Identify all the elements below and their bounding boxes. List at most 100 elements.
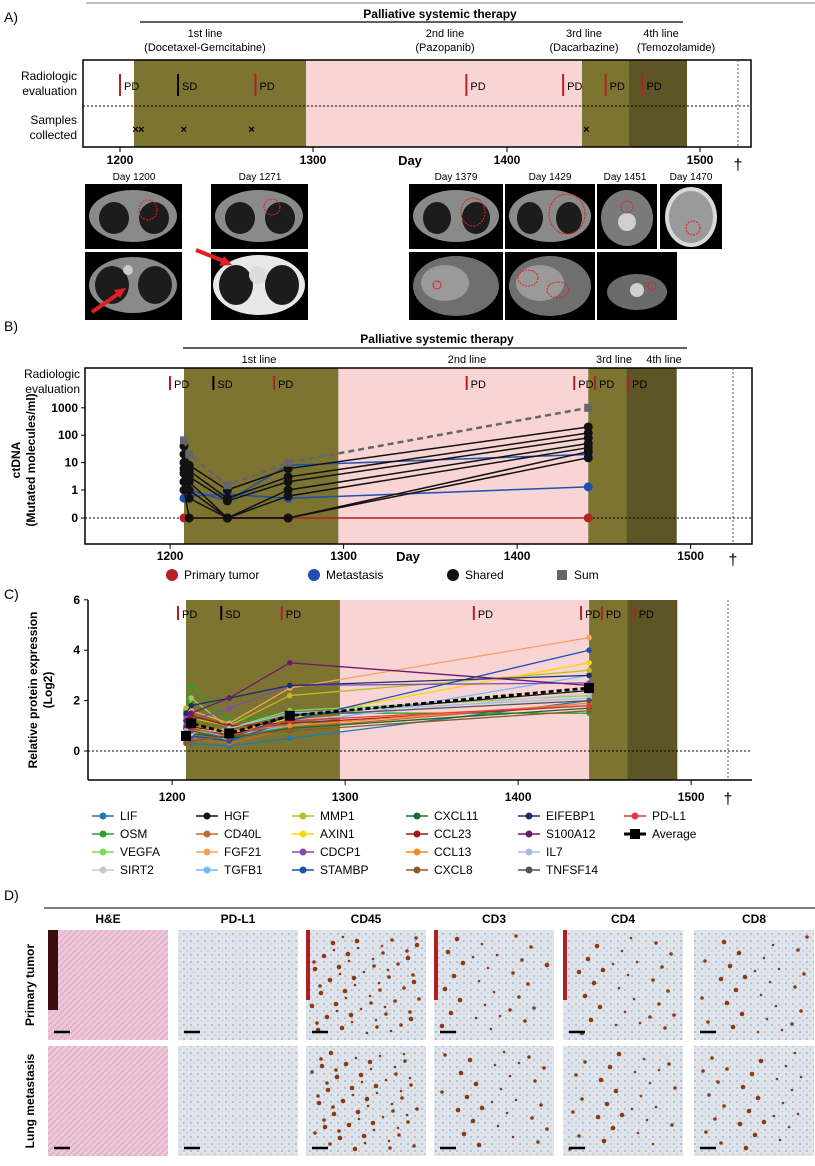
d-stain-speck: [377, 981, 381, 985]
a-sample-marker: ×: [138, 124, 144, 136]
b-ytick-label: 1000: [51, 401, 78, 415]
d-stain-speck: [651, 978, 655, 982]
c-legend-label: CD40L: [224, 827, 262, 841]
d-stain-speck: [402, 986, 406, 990]
a-xtick-1400: 1400: [494, 153, 521, 167]
c-legend-marker: [413, 812, 421, 820]
c-legend-label: TNFSF14: [546, 863, 598, 877]
c-point-average: [284, 710, 295, 721]
d-stain-speck: [389, 1029, 393, 1033]
c-legend-label: CDCP1: [320, 845, 361, 859]
d-stain-header: CD45: [351, 912, 382, 926]
a-xtick-1300: 1300: [300, 153, 327, 167]
b-response-label: PD: [174, 379, 189, 391]
d-stain-speck: [443, 1053, 447, 1057]
line3-drug-a: (Dacarbazine): [549, 42, 618, 54]
d-stain-speck: [781, 1101, 785, 1105]
c-response-label: PD: [286, 609, 301, 621]
panel-label-b: B): [4, 318, 18, 334]
c-legend-label: CXCL8: [434, 863, 473, 877]
d-stain-speck: [343, 1061, 349, 1067]
d-stain-speck: [623, 1010, 627, 1014]
d-stain-speck: [752, 1132, 758, 1138]
d-stain-speck: [591, 980, 597, 986]
d-tissue-image: [434, 930, 554, 1040]
d-stain-speck: [334, 1074, 340, 1080]
d-stain-header: PD-L1: [221, 912, 256, 926]
d-stain-speck: [514, 1098, 518, 1102]
d-stain-speck: [580, 1097, 584, 1101]
d-stain-speck: [713, 1117, 717, 1121]
d-tissue-image: [434, 1046, 554, 1156]
c-legend-label: FGF21: [224, 845, 262, 859]
ct-scan-1470-top: [660, 184, 722, 249]
c-point-average: [186, 718, 197, 729]
b-phase-band: [626, 368, 677, 544]
d-stain-speck: [533, 1079, 537, 1083]
d-stain-speck: [703, 959, 707, 963]
c-point-stambp: [586, 647, 592, 653]
c-legend-marker: [631, 812, 639, 820]
d-stain-speck: [417, 997, 421, 1001]
line1-drug-a: (Docetaxel-Gemcitabine): [144, 42, 266, 54]
row2-label-1-a: Samples: [30, 113, 77, 127]
b-legend-label: Primary tumor: [184, 568, 259, 582]
c-ylabel-2: (Log2): [41, 672, 55, 709]
a-response-label: PD: [470, 81, 485, 93]
d-stain-speck: [740, 1084, 746, 1090]
line4-drug-a: (Temozolamide): [637, 42, 715, 54]
c-response-label: PD: [606, 609, 621, 621]
ct-scan-1451-top: [597, 184, 657, 249]
c-phase-band: [339, 600, 590, 780]
d-stain-speck: [761, 1119, 767, 1125]
d-stain-speck: [331, 1111, 337, 1117]
panel-label-c: C): [4, 586, 19, 602]
c-point-average: [181, 730, 191, 741]
d-stain-speck: [399, 1023, 403, 1027]
d-stain-speck: [316, 1094, 320, 1098]
c-xtick-label: 1500: [678, 790, 705, 804]
c-xtick-label: 1200: [159, 790, 186, 804]
d-stain-speck: [312, 966, 318, 972]
d-stain-speck: [381, 951, 385, 955]
d-stain-speck: [405, 949, 409, 953]
d-stain-speck: [700, 996, 704, 1000]
d-stain-speck: [759, 993, 763, 997]
d-stain-speck: [325, 1087, 331, 1093]
d-stain-speck: [707, 1093, 711, 1097]
d-tissue-image: [694, 930, 814, 1040]
d-stain-speck: [375, 1025, 379, 1029]
c-death-marker: †: [724, 791, 733, 808]
c-legend-marker: [299, 866, 307, 874]
c-point-ccl13: [287, 723, 293, 729]
c-legend-label: CXCL11: [434, 809, 479, 823]
a-response-label: PD: [646, 81, 661, 93]
c-legend-label: MMP1: [320, 809, 355, 823]
d-stain-speck: [583, 1060, 587, 1064]
c-point-vegfa: [188, 695, 194, 701]
d-stain-speck: [354, 938, 360, 944]
phase1-band-a: [134, 60, 306, 147]
c-legend-marker: [99, 812, 107, 820]
scan-label-1451: Day 1451: [604, 172, 647, 183]
c-legend-label: EIFEBP1: [546, 809, 596, 823]
d-stain-speck: [372, 1128, 376, 1132]
d-stain-speck: [476, 1142, 482, 1148]
b-xlabel: Day: [396, 549, 421, 564]
d-stain-speck: [666, 989, 670, 993]
d-stain-speck: [351, 975, 357, 981]
b-legend-label: Sum: [574, 568, 599, 582]
d-stain-speck: [639, 1094, 643, 1098]
ct-scan-1271-bottom: [195, 248, 308, 320]
d-stain-speck: [733, 987, 739, 993]
c-ytick-label: 2: [73, 694, 80, 708]
d-stain-speck: [405, 955, 411, 961]
d-stain-speck: [486, 966, 490, 970]
d-stain-speck: [742, 974, 748, 980]
d-stain-speck: [669, 952, 673, 956]
d-stain-speck: [796, 1112, 800, 1116]
d-stain-speck: [517, 995, 521, 999]
c-point-cxcl8: [586, 707, 592, 714]
d-stain-header: CD4: [611, 912, 635, 926]
